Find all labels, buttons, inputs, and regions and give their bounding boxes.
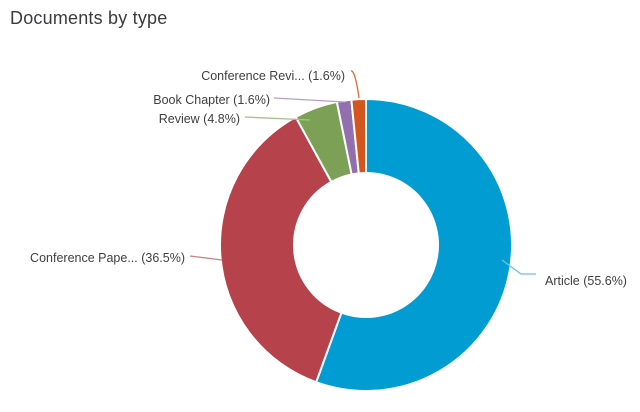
leader-line-review [244, 116, 311, 121]
pie-slice-conference-review[interactable] [350, 97, 367, 175]
slice-label-article: Article (55.6%) [545, 274, 627, 288]
leader-line-conference-paper [189, 255, 223, 261]
leader-line-conference-review [350, 70, 360, 99]
leader-line-article [501, 259, 536, 275]
pie-slice-article[interactable] [314, 97, 513, 392]
slice-label-conference-review: Conference Revi... (1.6%) [201, 69, 345, 83]
leader-line-book-chapter [273, 97, 346, 103]
slice-label-conference-paper: Conference Pape... (36.5%) [30, 251, 185, 265]
slice-label-review: Review (4.8%) [158, 112, 240, 126]
chart-title: Documents by type [10, 8, 168, 28]
pie-slice-conference-paper[interactable] [219, 115, 343, 384]
slice-label-book-chapter: Book Chapter (1.6%) [153, 93, 270, 107]
